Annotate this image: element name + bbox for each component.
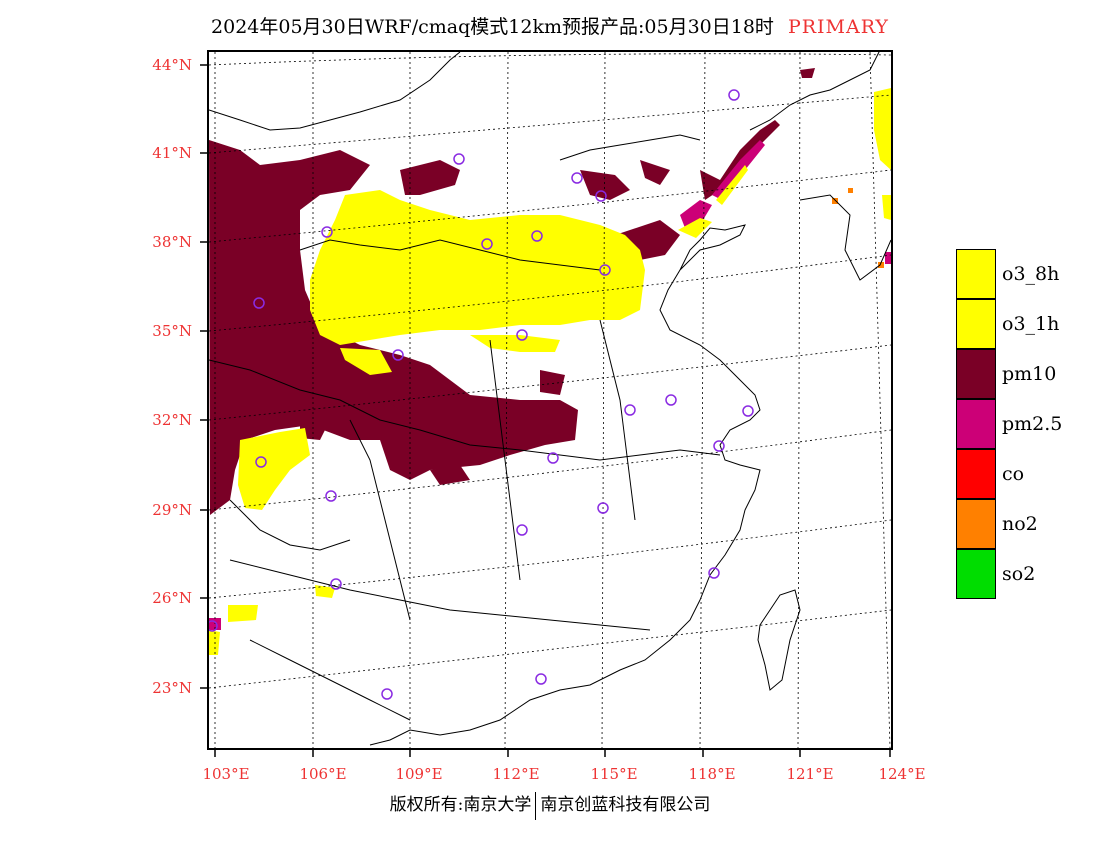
lat-label-29: 29°N bbox=[152, 501, 192, 519]
pm10-region bbox=[209, 68, 815, 515]
graticule bbox=[209, 52, 891, 748]
lat-label-23: 23°N bbox=[152, 679, 192, 697]
lat-label-41: 41°N bbox=[152, 144, 192, 162]
legend-swatch bbox=[956, 349, 996, 399]
lon-label-109: 109°E bbox=[395, 765, 443, 783]
legend-swatch bbox=[956, 449, 996, 499]
lon-label-103: 103°E bbox=[202, 765, 250, 783]
lat-label-44: 44°N bbox=[152, 56, 192, 74]
legend-label: pm10 bbox=[1002, 363, 1057, 385]
tick-marks bbox=[200, 64, 891, 757]
legend-label: co bbox=[1002, 463, 1025, 485]
legend-label: pm2.5 bbox=[1002, 413, 1063, 435]
lon-label-115: 115°E bbox=[590, 765, 638, 783]
footer-left: 版权所有:南京大学 bbox=[389, 795, 532, 815]
legend-swatch bbox=[956, 299, 996, 349]
lon-label-112: 112°E bbox=[492, 765, 540, 783]
legend-label: o3_1h bbox=[1002, 313, 1060, 335]
legend-label: so2 bbox=[1002, 563, 1036, 585]
map-title: 2024年05月30日WRF/cmaq模式12km预报产品:05月30日18时 P… bbox=[0, 12, 1100, 40]
legend-swatch bbox=[956, 549, 996, 599]
footer-right: 南京创蓝科技有限公司 bbox=[540, 795, 711, 815]
lat-label-26: 26°N bbox=[152, 589, 192, 607]
boundaries bbox=[209, 52, 891, 746]
copyright-footer: 版权所有:南京大学 南京创蓝科技有限公司 bbox=[0, 790, 1100, 820]
o3-region bbox=[209, 88, 891, 655]
legend-label: no2 bbox=[1002, 513, 1038, 535]
lat-label-38: 38°N bbox=[152, 233, 192, 251]
lat-label-32: 32°N bbox=[152, 411, 192, 429]
station-markers bbox=[209, 89, 754, 700]
legend-swatch bbox=[956, 399, 996, 449]
no2-points bbox=[832, 188, 884, 268]
legend-swatch bbox=[956, 499, 996, 549]
footer-separator bbox=[535, 791, 537, 820]
title-text: 2024年05月30日WRF/cmaq模式12km预报产品:05月30日18时 bbox=[211, 16, 774, 38]
primary-tag: PRIMARY bbox=[787, 16, 889, 38]
lon-label-118: 118°E bbox=[688, 765, 736, 783]
lon-label-106: 106°E bbox=[299, 765, 347, 783]
lat-label-35: 35°N bbox=[152, 322, 192, 340]
legend-swatch bbox=[956, 249, 996, 299]
legend-label: o3_8h bbox=[1002, 263, 1060, 285]
lon-label-121: 121°E bbox=[786, 765, 834, 783]
lon-label-124: 124°E bbox=[878, 765, 926, 783]
